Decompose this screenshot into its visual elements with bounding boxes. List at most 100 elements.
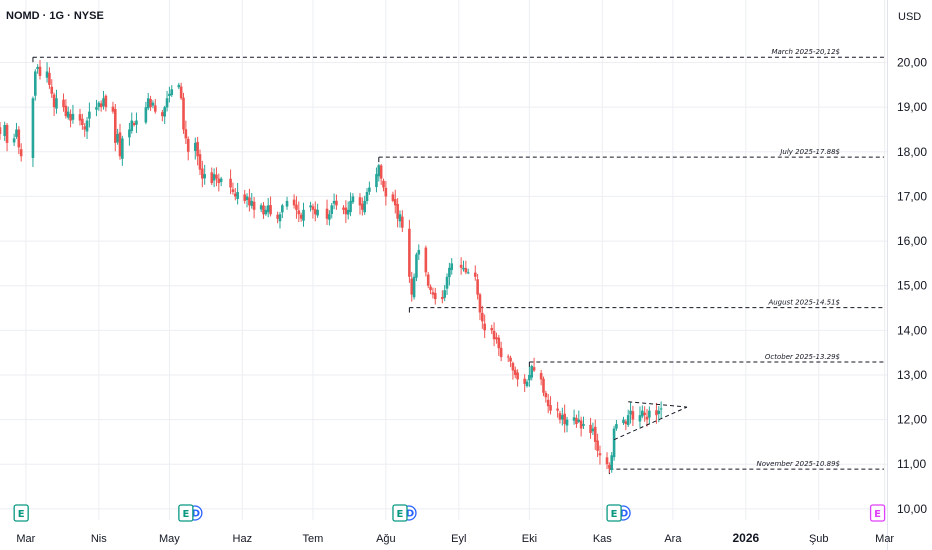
candle-body — [459, 264, 463, 268]
candle — [596, 433, 599, 457]
event-marker-future-earnings[interactable]: E — [869, 504, 886, 522]
dividend-letter: D — [406, 509, 414, 520]
candle — [598, 445, 602, 465]
candle-body — [144, 107, 148, 123]
candle-body — [363, 200, 366, 213]
event-markers[interactable]: E DE DE DE E — [13, 504, 886, 522]
candle — [215, 167, 218, 187]
candle-body — [12, 138, 16, 143]
candle — [193, 137, 197, 160]
candle-body — [575, 417, 578, 425]
event-marker-earnings+dividend[interactable]: DE — [392, 504, 417, 522]
candle — [130, 112, 134, 134]
candle — [182, 92, 185, 134]
candle — [638, 406, 642, 428]
candle-body — [443, 290, 446, 298]
candle — [591, 422, 595, 435]
candle — [316, 203, 319, 218]
candle — [328, 210, 331, 226]
candle-body — [379, 165, 383, 179]
candle-body — [97, 102, 101, 107]
candle — [36, 64, 39, 74]
candle — [441, 290, 444, 304]
candle — [593, 419, 597, 450]
candle — [431, 287, 435, 299]
candle-body — [50, 86, 54, 94]
candle — [499, 341, 503, 362]
candle — [382, 178, 385, 192]
level-line[interactable]: March 2025-20,12$ — [32, 48, 884, 63]
level-line[interactable]: July 2025-17.88$ — [378, 148, 884, 163]
candle — [146, 92, 150, 111]
candle-body — [151, 102, 155, 106]
event-marker-earnings+dividend[interactable]: DE — [606, 504, 631, 522]
time-axis[interactable]: Mar Nis May Haz Tem Ağu Eyl Eki Kas Ara 2026 Şub Mar — [16, 531, 894, 545]
candle-body — [495, 337, 498, 340]
candle — [605, 452, 609, 470]
candle — [299, 212, 303, 222]
candle — [69, 109, 72, 128]
triangle-upper-line — [628, 401, 688, 408]
candle-body — [309, 205, 312, 208]
candle-body — [433, 292, 437, 300]
candle — [297, 201, 301, 223]
level-line[interactable]: October 2025-13.29$ — [528, 353, 884, 368]
candle — [118, 123, 122, 160]
x-tick-label: Haz — [233, 533, 253, 545]
candle — [276, 211, 279, 224]
candle-body — [81, 118, 84, 126]
level-label: August 2025-14.51$ — [767, 299, 840, 307]
candle-body — [48, 72, 51, 85]
candle — [198, 149, 202, 175]
level-line[interactable]: November 2025-10.89$ — [608, 460, 884, 475]
chart-gridlines — [0, 0, 887, 520]
candle — [278, 211, 282, 229]
candle — [163, 105, 166, 124]
candle — [556, 401, 559, 418]
candle-body — [236, 191, 239, 199]
candle — [342, 205, 345, 215]
candle-body — [64, 105, 68, 117]
candle-body — [38, 66, 42, 76]
candle — [330, 203, 334, 219]
candle-body — [408, 228, 411, 277]
candle-body — [608, 464, 611, 469]
candle — [83, 123, 87, 137]
x-tick-label: Kas — [593, 533, 612, 545]
candle — [589, 417, 592, 439]
candle-body — [441, 296, 444, 300]
event-marker-earnings[interactable]: E — [13, 504, 29, 522]
symbol-title[interactable]: NOMD · 1G · NYSE — [6, 10, 104, 22]
candlestick-series — [0, 60, 663, 473]
candle — [365, 188, 369, 205]
candle-body — [351, 196, 355, 203]
candle-body — [243, 194, 246, 201]
candle-body — [31, 98, 35, 159]
candle-body — [179, 86, 183, 99]
level-line[interactable]: August 2025-14.51$ — [408, 299, 884, 313]
candle — [415, 252, 418, 282]
candle — [262, 202, 265, 219]
candle — [121, 135, 124, 166]
candle-body — [624, 421, 628, 425]
candle — [259, 203, 263, 213]
candle-body — [596, 440, 599, 451]
candle — [88, 102, 91, 128]
candle — [31, 96, 35, 167]
candle — [269, 196, 272, 217]
candle-body — [102, 98, 105, 107]
candle — [361, 197, 364, 216]
candle-body — [629, 410, 632, 415]
candle — [426, 272, 430, 289]
candle-body — [561, 415, 564, 420]
price-axis[interactable]: 10,00 11,00 12,00 13,00 14,00 15,00 16,00 17,00… — [887, 0, 928, 550]
earnings-icon — [869, 504, 886, 522]
event-marker-earnings+dividend[interactable]: DE — [178, 504, 203, 522]
candle — [445, 273, 449, 295]
candle-body — [45, 71, 49, 78]
earnings-icon — [606, 504, 622, 522]
earnings-letter: E — [182, 509, 189, 520]
candle-body — [135, 120, 138, 125]
candle-body — [361, 203, 364, 210]
